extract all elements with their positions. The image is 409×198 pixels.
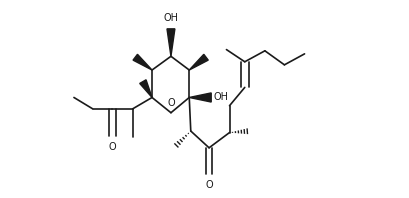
- Text: O: O: [205, 180, 213, 190]
- Text: O: O: [167, 98, 175, 108]
- Polygon shape: [189, 93, 211, 102]
- Polygon shape: [189, 54, 208, 70]
- Polygon shape: [133, 54, 152, 70]
- Polygon shape: [140, 80, 152, 97]
- Text: OH: OH: [164, 13, 178, 23]
- Text: OH: OH: [213, 92, 228, 103]
- Polygon shape: [167, 29, 175, 56]
- Text: O: O: [108, 142, 116, 152]
